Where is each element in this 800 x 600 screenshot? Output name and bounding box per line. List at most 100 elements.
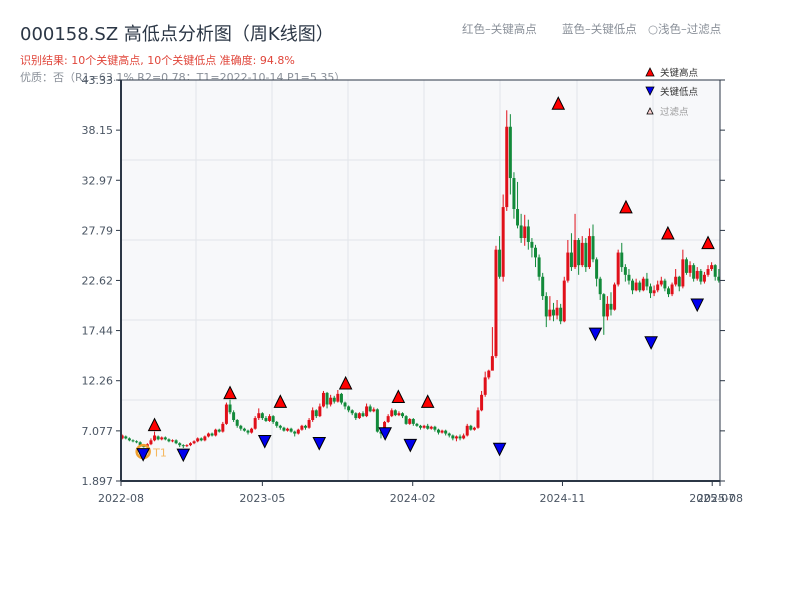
candle-body xyxy=(573,239,577,268)
candle-body xyxy=(314,410,318,417)
candle-body xyxy=(311,410,315,420)
candle-body xyxy=(329,397,333,405)
candle-body xyxy=(623,267,627,275)
key-high-marker-icon xyxy=(619,199,633,214)
key-high-marker-icon xyxy=(391,389,406,404)
candle-body xyxy=(232,412,236,420)
candle-body xyxy=(494,249,498,357)
legend-low-label: 关键低点 xyxy=(660,86,699,98)
candle-body xyxy=(386,416,390,422)
y-tick-label: 27.79 xyxy=(82,224,114,237)
candle-body xyxy=(501,207,505,277)
candle-body xyxy=(490,356,494,371)
candle-body xyxy=(347,406,351,411)
candle-body xyxy=(663,280,667,289)
candle-body xyxy=(674,276,678,285)
candle-body xyxy=(476,410,480,428)
candle-body xyxy=(228,404,232,413)
candle-body xyxy=(199,438,203,441)
t1-label: T1 xyxy=(152,447,167,460)
candle-body xyxy=(595,259,599,279)
candle-body xyxy=(580,242,584,266)
candle-body xyxy=(178,443,182,446)
candle-body xyxy=(332,397,336,402)
candle-body xyxy=(206,433,210,437)
candle-body xyxy=(343,402,347,407)
candle-body xyxy=(282,427,286,431)
candle-body xyxy=(156,436,160,440)
candle-body xyxy=(602,294,606,317)
candle-body xyxy=(415,423,419,426)
grid-lines xyxy=(121,80,720,481)
candle-body xyxy=(652,290,656,294)
candle-body xyxy=(566,252,570,281)
candle-body xyxy=(681,259,685,287)
candle-body xyxy=(699,270,703,282)
candle-body xyxy=(307,419,311,428)
candle-body xyxy=(196,438,200,442)
key-high-marker-icon xyxy=(661,225,675,240)
candle-body xyxy=(246,430,250,433)
candle-body xyxy=(286,428,290,431)
candle-body xyxy=(534,247,538,258)
candle-body xyxy=(587,236,591,268)
candle-body xyxy=(354,413,358,419)
key-low-marker-icon xyxy=(176,448,191,463)
candle-body xyxy=(537,257,541,277)
candle-body xyxy=(695,270,699,279)
candle-body xyxy=(440,430,444,433)
candle-body xyxy=(465,425,469,436)
candle-body xyxy=(454,436,458,439)
candle-body xyxy=(264,418,268,421)
candle-body xyxy=(613,284,617,310)
candle-body xyxy=(408,419,412,424)
candle-body xyxy=(257,413,261,419)
candle-body xyxy=(217,429,221,432)
key-high-marker-icon xyxy=(147,417,162,432)
legend-filtered-icon xyxy=(646,107,654,115)
candle-body xyxy=(253,418,257,429)
candle-body xyxy=(508,126,512,179)
candle-body xyxy=(519,225,523,239)
candle-body xyxy=(555,307,559,316)
candle-body xyxy=(271,416,275,422)
candle-body xyxy=(638,282,642,291)
y-tick-label: 22.62 xyxy=(82,274,114,287)
candle-body xyxy=(393,410,397,416)
candle-body xyxy=(498,249,502,277)
candle-body xyxy=(321,392,325,407)
candle-body xyxy=(188,443,192,446)
candle-body xyxy=(365,406,369,417)
candle-body xyxy=(627,274,631,281)
key-high-marker-icon xyxy=(338,375,353,390)
candle-body xyxy=(516,209,520,226)
candle-body xyxy=(357,413,361,419)
candle-body xyxy=(458,436,462,439)
candle-body xyxy=(591,236,595,260)
y-tick-label: 38.15 xyxy=(82,124,114,137)
legend-high-icon xyxy=(645,67,655,77)
candle-body xyxy=(235,419,239,426)
key-low-marker-icon xyxy=(403,438,418,453)
candle-body xyxy=(422,425,426,428)
candle-body xyxy=(167,439,171,442)
candle-body xyxy=(717,276,721,281)
y-tick-label: 1.897 xyxy=(82,475,114,488)
x-tick-label: 2022-08 xyxy=(98,492,144,505)
legend-low-icon xyxy=(645,86,655,96)
candle-body xyxy=(171,440,175,442)
result-summary: 识别结果: 10个关键高点, 10个关键低点 准确度: 94.8% xyxy=(20,54,295,67)
candle-body xyxy=(631,280,635,291)
candle-body xyxy=(677,276,681,287)
candle-body xyxy=(350,410,354,414)
candle-body xyxy=(551,309,555,316)
candle-body xyxy=(372,409,376,412)
key-high-marker-icon xyxy=(551,96,566,110)
candle-body xyxy=(426,425,430,429)
candle-body xyxy=(523,226,527,239)
candle-body xyxy=(433,426,437,430)
candle-body xyxy=(569,252,573,268)
key-low-marker-icon xyxy=(492,442,507,457)
candle-body xyxy=(447,433,451,436)
